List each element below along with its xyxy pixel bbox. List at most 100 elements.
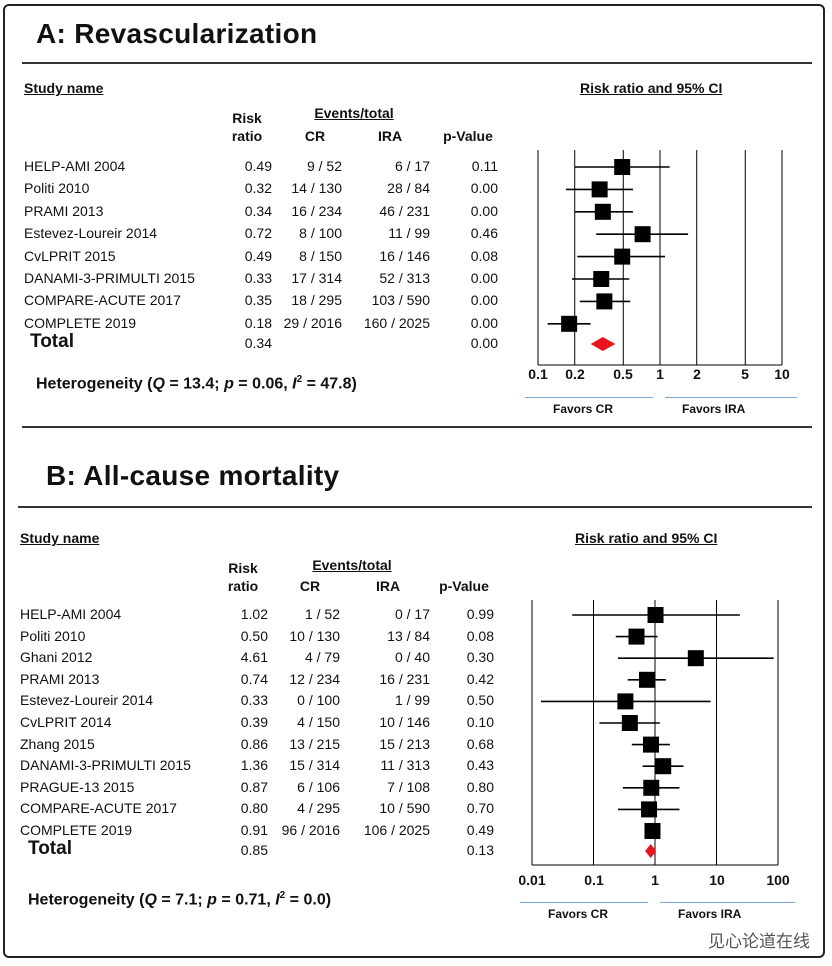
study-name: CvLPRIT 2015 xyxy=(24,248,116,264)
cr-events: 15 / 314 xyxy=(289,757,340,773)
ira-events: 10 / 146 xyxy=(379,714,430,730)
col-cr: CR xyxy=(304,128,326,144)
point-estimate-marker xyxy=(634,226,651,243)
p-value: 0.00 xyxy=(470,203,498,219)
tick-label: 0.1 xyxy=(528,366,548,382)
p-value: 0.08 xyxy=(470,248,498,264)
figure-frame xyxy=(3,4,825,958)
point-estimate-marker xyxy=(596,293,613,310)
ira-events: 11 / 313 xyxy=(380,757,430,773)
summary-diamond xyxy=(590,337,616,351)
risk-ratio: 0.34 xyxy=(244,203,272,219)
cr-events: 6 / 106 xyxy=(297,779,340,795)
favors-ira-label: Favors IRA xyxy=(682,402,746,416)
point-estimate-marker xyxy=(643,779,660,796)
col-p-value: p-Value xyxy=(443,128,493,144)
p-value: 0.43 xyxy=(466,757,494,773)
tick-label: 0.2 xyxy=(565,366,585,382)
cr-events: 10 / 130 xyxy=(289,628,340,644)
tick-label: 5 xyxy=(741,366,749,382)
study-name: Zhang 2015 xyxy=(20,736,95,752)
total-risk-ratio: 0.34 xyxy=(244,335,272,351)
study-name: Estevez-Loureir 2014 xyxy=(24,225,158,241)
risk-ratio: 0.91 xyxy=(240,822,268,838)
ira-events: 16 / 231 xyxy=(379,671,430,687)
risk-ratio: 0.35 xyxy=(244,292,272,308)
point-estimate-marker xyxy=(641,801,658,818)
ira-events: 106 / 2025 xyxy=(363,822,430,838)
point-estimate-marker xyxy=(614,159,631,175)
point-estimate-marker xyxy=(621,715,638,731)
plot-title: Risk ratio and 95% CI xyxy=(575,530,718,546)
study-name: COMPLETE 2019 xyxy=(20,822,133,838)
total-p-value: 0.00 xyxy=(470,335,498,351)
panel-all-cause-mortality: B: All-cause mortality Study name Risk r… xyxy=(0,440,832,966)
title-rule xyxy=(22,62,812,64)
point-estimate-marker xyxy=(638,671,655,688)
risk-ratio: 0.87 xyxy=(240,779,268,795)
study-name: HELP-AMI 2004 xyxy=(20,606,122,622)
p-value: 0.30 xyxy=(466,649,494,665)
ira-events: 0 / 40 xyxy=(394,649,430,665)
col-events: Events/total xyxy=(312,557,392,573)
cr-events: 18 / 295 xyxy=(291,292,342,308)
risk-ratio: 0.72 xyxy=(244,225,272,241)
total-p-value: 0.13 xyxy=(466,842,494,858)
p-value: 0.49 xyxy=(466,822,494,838)
risk-ratio: 0.49 xyxy=(244,158,272,174)
plot-title: Risk ratio and 95% CI xyxy=(580,80,723,96)
col-ira: IRA xyxy=(375,578,401,594)
ira-events: 28 / 84 xyxy=(387,180,430,196)
total-label: Total xyxy=(30,331,74,352)
ira-events: 10 / 590 xyxy=(379,800,430,816)
risk-ratio: 0.80 xyxy=(240,800,268,816)
point-estimate-marker xyxy=(687,650,704,667)
tick-label: 2 xyxy=(693,366,701,382)
risk-ratio: 0.74 xyxy=(240,671,268,687)
study-name: PRAMI 2013 xyxy=(20,671,100,687)
panel-revascularization: A: Revascularization Study name Risk rat… xyxy=(0,0,832,440)
ira-events: 1 / 99 xyxy=(394,692,430,708)
ira-events: 7 / 108 xyxy=(387,779,430,795)
favors-cr-arrow xyxy=(525,397,653,398)
ira-events: 16 / 146 xyxy=(379,248,430,264)
point-estimate-marker xyxy=(614,248,631,265)
p-value: 0.46 xyxy=(470,225,498,241)
favors-cr-label: Favors CR xyxy=(548,907,609,921)
study-name: PRAMI 2013 xyxy=(24,203,104,219)
p-value: 0.50 xyxy=(466,692,494,708)
p-value: 0.00 xyxy=(470,180,498,196)
point-estimate-marker xyxy=(642,736,659,753)
tick-label: 0.5 xyxy=(613,366,633,382)
p-value: 0.00 xyxy=(470,315,498,331)
risk-ratio: 1.36 xyxy=(240,757,268,773)
point-estimate-marker xyxy=(655,758,672,775)
forest-plot xyxy=(531,600,779,866)
risk-ratio: 0.86 xyxy=(240,736,268,752)
favors-cr-arrow xyxy=(520,902,648,903)
risk-ratio: 0.50 xyxy=(240,628,268,644)
p-value: 0.00 xyxy=(470,270,498,286)
risk-ratio: 4.61 xyxy=(240,649,268,665)
col-ira: IRA xyxy=(377,128,403,144)
cr-events: 12 / 234 xyxy=(289,671,340,687)
study-name: Politi 2010 xyxy=(24,180,90,196)
tick-label: 100 xyxy=(766,872,790,888)
point-estimate-marker xyxy=(628,628,645,645)
p-value: 0.70 xyxy=(466,800,494,816)
cr-events: 4 / 295 xyxy=(297,800,340,816)
heterogeneity: Heterogeneity (Q = 7.1; p = 0.71, I2 = 0… xyxy=(28,890,332,909)
point-estimate-marker xyxy=(617,693,634,710)
tick-label: 1 xyxy=(656,366,664,382)
point-estimate-marker xyxy=(593,271,610,287)
col-study-name: Study name xyxy=(24,80,104,96)
cr-events: 9 / 52 xyxy=(306,158,342,174)
study-name: DANAMI-3-PRIMULTI 2015 xyxy=(24,270,195,286)
heterogeneity: Heterogeneity (Q = 13.4; p = 0.06, I2 = … xyxy=(36,374,357,393)
col-rr-line1: Risk xyxy=(232,110,262,126)
ira-events: 15 / 213 xyxy=(379,736,430,752)
cr-events: 4 / 79 xyxy=(304,649,340,665)
favors-cr-label: Favors CR xyxy=(553,402,614,416)
summary-diamond xyxy=(645,844,657,858)
cr-events: 17 / 314 xyxy=(291,270,342,286)
